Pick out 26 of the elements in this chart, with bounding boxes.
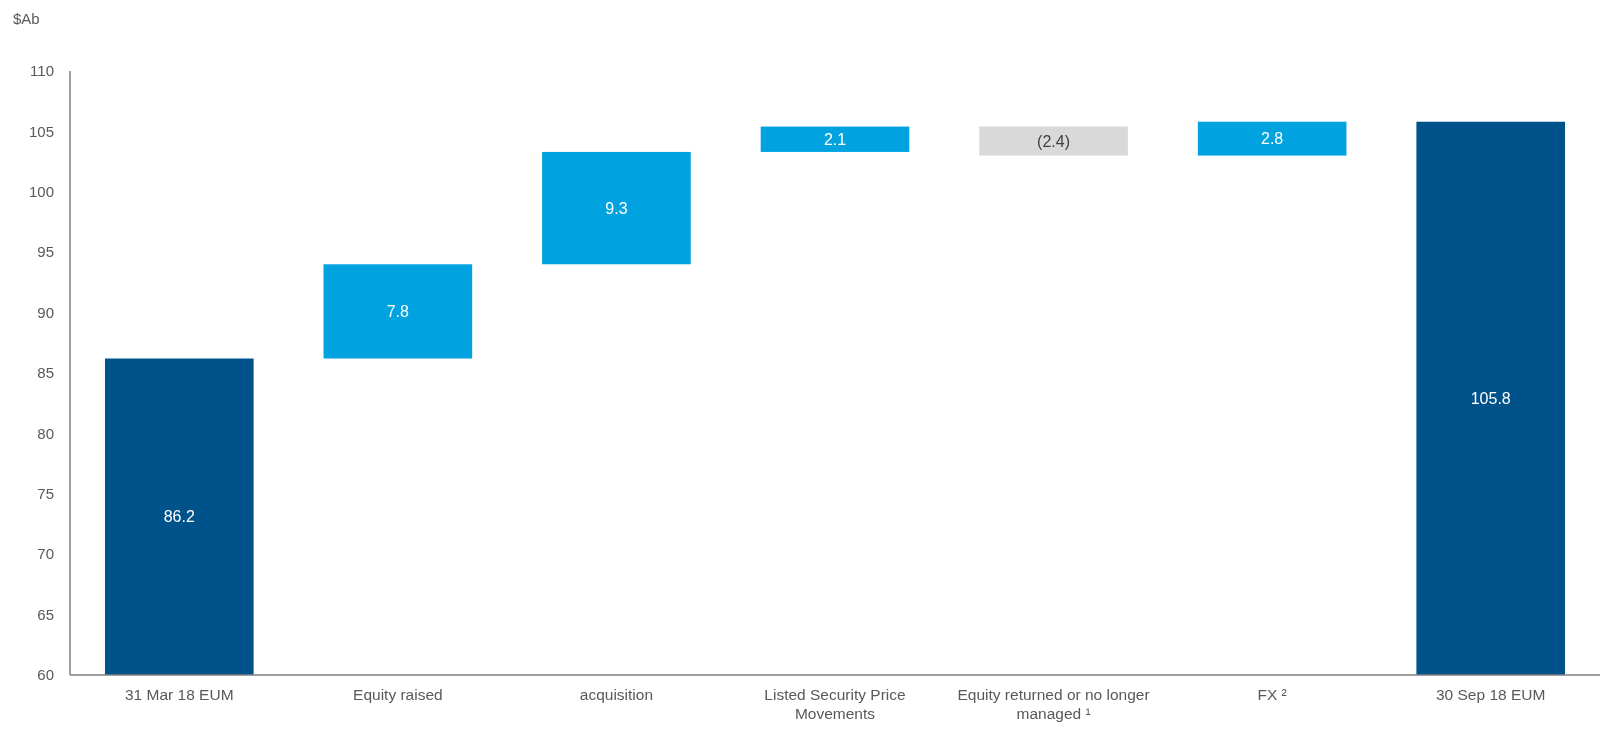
data-label: 2.8 [1261, 130, 1284, 148]
data-label: 105.8 [1470, 389, 1511, 407]
y-tick-label: 65 [37, 605, 54, 623]
y-tick-label: 95 [37, 243, 54, 261]
data-label: 7.8 [386, 302, 410, 320]
x-tick-label: Equity raised [353, 686, 443, 703]
y-tick-label: 80 [37, 424, 54, 442]
x-tick-label: 30 Sep 18 EUM [1436, 686, 1546, 703]
x-tick-label: 31 Mar 18 EUM [125, 686, 234, 703]
y-tick-label: 75 [37, 485, 54, 503]
y-tick-label: 85 [37, 364, 54, 382]
y-tick-label: 105 [28, 122, 54, 140]
y-axis-title: $Ab [13, 10, 40, 27]
y-tick-label: 100 [28, 183, 54, 201]
y-tick-label: 110 [30, 62, 54, 80]
x-tick-label: acquisition [579, 686, 654, 703]
y-tick-label: 70 [37, 545, 54, 563]
x-tick-label: Listed Security Price Movements [764, 686, 906, 722]
y-tick-label: 60 [37, 666, 54, 684]
data-label: 2.1 [823, 130, 847, 148]
x-tick-label: Equity returned or no longer managed ¹ [957, 686, 1150, 722]
y-tick-label: 90 [37, 303, 54, 321]
data-label: (2.4) [1037, 132, 1071, 150]
x-tick-label: FX ² [1257, 686, 1287, 703]
data-label: 9.3 [605, 199, 628, 217]
data-label: 86.2 [163, 508, 195, 526]
